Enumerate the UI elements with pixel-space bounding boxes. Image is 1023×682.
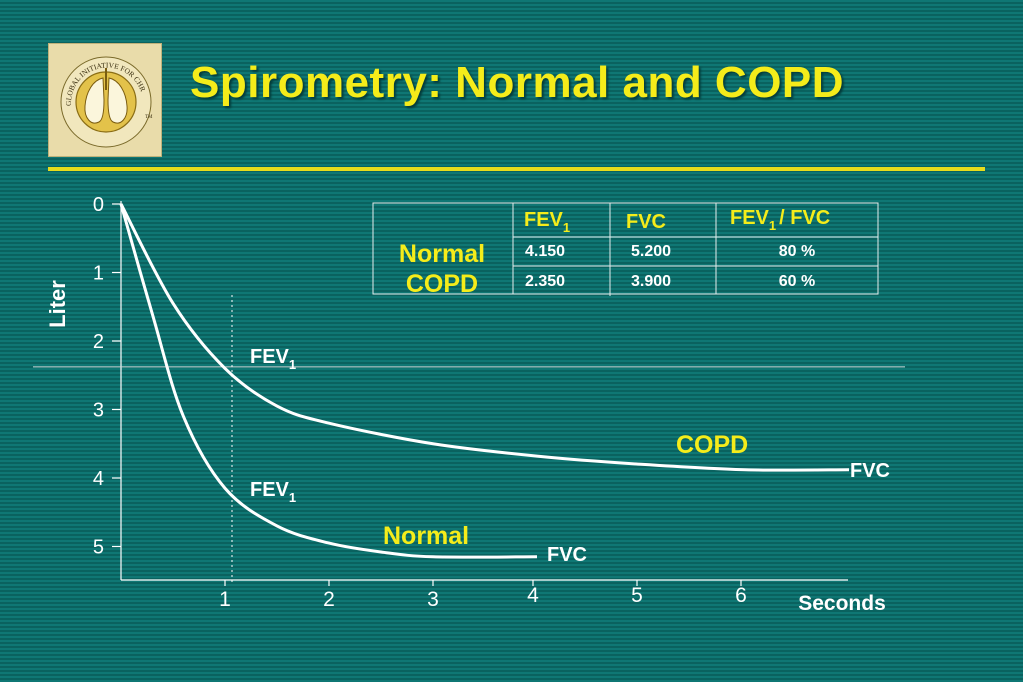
copd-series-label: COPD [676, 431, 748, 459]
y-tick-label-4: 4 [93, 468, 104, 490]
title-divider [48, 167, 985, 171]
x-tick-label-2: 2 [323, 588, 335, 611]
normal-fev1-label: FEV1 [250, 479, 296, 505]
gold-logo: GLOBAL INITIATIVE FOR CHRONIC OBSTRUCTIV… [48, 43, 162, 157]
copd-fev1-label: FEV1 [250, 346, 296, 372]
copd-curve [119, 203, 850, 472]
x-tick-label-1: 1 [219, 588, 231, 611]
table-row-label-copd: COPD [406, 270, 478, 298]
copd-fvc-label: FVC [850, 460, 890, 482]
page-title: Spirometry: Normal and COPD [190, 58, 845, 107]
table-cell-copd-fvc: 3.900 [631, 273, 671, 290]
normal-series-label: Normal [383, 522, 469, 550]
table-border [372, 202, 879, 295]
table-cell-normal-fev1: 4.150 [525, 243, 565, 260]
logo-trademark: TM [145, 115, 153, 120]
y-axis-ticks: 0 1 2 3 4 5 [93, 194, 121, 559]
y-tick-label-5: 5 [93, 537, 104, 559]
table-row-label-normal: Normal [399, 240, 485, 268]
x-tick-label-5: 5 [631, 584, 643, 607]
table-cell-copd-fev1: 2.350 [525, 273, 565, 290]
y-tick-label-1: 1 [93, 263, 104, 285]
x-tick-label-3: 3 [427, 588, 439, 611]
table-header-ratio: FEV1/ FVC [730, 207, 830, 233]
y-axis-label: Liter [45, 280, 70, 328]
y-tick-label-3: 3 [93, 400, 104, 422]
x-axis-ticks: 1 2 3 4 5 6 [219, 580, 747, 611]
table-cell-normal-ratio: 80 % [779, 243, 815, 260]
normal-curve [119, 203, 538, 559]
x-tick-label-6: 6 [735, 584, 747, 607]
x-axis-label: Seconds [798, 592, 886, 615]
table-header-fev1: FEV1 [524, 209, 570, 235]
y-tick-label-2: 2 [93, 331, 104, 353]
table-header-fvc: FVC [626, 211, 666, 233]
y-tick-label-0: 0 [93, 194, 104, 216]
x-tick-label-4: 4 [527, 584, 539, 607]
table-cell-normal-fvc: 5.200 [631, 243, 671, 260]
summary-table: FEV1 FVC FEV1/ FVC Normal COPD 4.150 5.2… [372, 202, 879, 298]
normal-fvc-label: FVC [547, 544, 587, 566]
table-cell-copd-ratio: 60 % [779, 273, 815, 290]
